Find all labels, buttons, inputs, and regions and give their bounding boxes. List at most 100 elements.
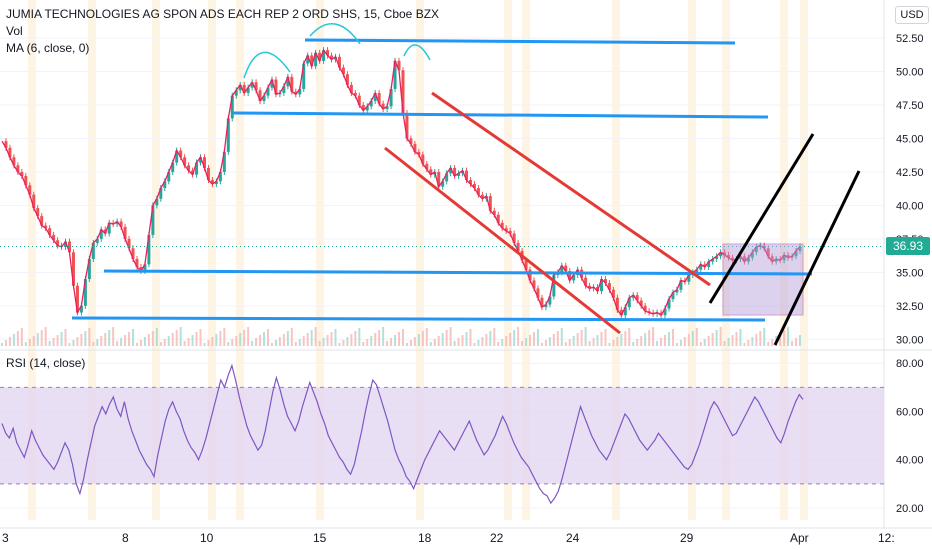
volume-bar-36	[143, 337, 146, 346]
volume-bar-52	[207, 340, 210, 346]
volume-bar-118	[469, 329, 472, 346]
rsi-tick-label-0: 20.00	[896, 503, 924, 515]
volume-bar-51	[203, 343, 206, 346]
volume-bar-80	[318, 341, 321, 346]
candle-body-148	[588, 285, 592, 289]
volume-bar-71	[282, 334, 285, 346]
candle-body-152	[603, 279, 607, 284]
candle-body-87	[345, 74, 349, 85]
volume-bar-95	[378, 330, 381, 346]
volume-bar-56	[223, 328, 226, 346]
volume-bar-34	[135, 343, 138, 346]
volume-bar-57	[227, 342, 230, 346]
currency-badge[interactable]: USD	[895, 6, 929, 24]
price-tick-label-8: 50.00	[896, 67, 924, 79]
candle-body-98	[389, 88, 393, 107]
volume-bar-153	[608, 343, 611, 346]
candle-body-92	[365, 106, 369, 111]
candle-body-153	[607, 283, 611, 290]
candle-body-45	[179, 150, 183, 158]
candle-body-12	[48, 228, 52, 235]
candle-body-22	[87, 258, 91, 280]
price-tick-label-6: 45.00	[896, 133, 924, 145]
volume-bar-47	[187, 338, 190, 346]
volume-bar-48	[191, 335, 194, 346]
volume-bar-159	[632, 342, 635, 346]
volume-bar-70	[278, 337, 281, 346]
volume-bar-137	[544, 340, 547, 346]
candle-body-173	[687, 275, 691, 282]
volume-bar-127	[505, 336, 508, 346]
volume-bar-141	[560, 328, 563, 346]
candle-body-14	[56, 240, 60, 246]
volume-bar-166	[660, 338, 663, 346]
volume-bar-113	[449, 327, 452, 346]
candle-body-130	[516, 242, 520, 251]
volume-bar-60	[239, 333, 242, 346]
volume-bar-180	[715, 330, 718, 346]
price-tick-label-0: 30.00	[896, 334, 924, 346]
head-arc	[309, 23, 361, 45]
channel-lower-red	[384, 146, 621, 335]
volume-bar-28	[112, 327, 115, 346]
volume-bar-46	[183, 341, 186, 346]
candle-body-49	[195, 162, 199, 175]
volume-bar-58	[231, 339, 234, 346]
candle-body-71	[282, 86, 286, 93]
candle-body-168	[667, 299, 671, 309]
candle-body-73	[290, 76, 294, 92]
candle-body-134	[532, 280, 536, 289]
time-tick-label-4: 18	[418, 531, 432, 545]
volume-bar-198	[787, 327, 790, 346]
volume-bar-196	[779, 333, 782, 346]
volume-bar-161	[640, 336, 643, 346]
candle-body-91	[361, 105, 365, 111]
candle-body-26	[103, 229, 107, 234]
candle-body-5	[20, 171, 24, 176]
price-tick-label-1: 32.50	[896, 301, 924, 313]
volume-bar-114	[453, 341, 456, 346]
volume-bar-110	[437, 336, 440, 346]
candle-body-111	[441, 181, 445, 187]
candle-body-83	[330, 55, 334, 60]
candle-body-42	[167, 171, 171, 182]
volume-bar-135	[536, 329, 539, 346]
candle-body-129	[512, 233, 516, 243]
volume-bar-27	[108, 330, 111, 346]
candle-body-96	[381, 103, 385, 110]
volume-bar-38	[151, 331, 154, 346]
volume-bar-145	[576, 333, 579, 346]
candle-body-33	[131, 248, 135, 259]
session-shade-6	[416, 0, 424, 520]
candle-body-89	[353, 92, 357, 96]
candle-body-16	[64, 241, 68, 247]
candle-body-60	[238, 84, 242, 91]
volume-bar-88	[350, 334, 353, 346]
candle-body-176	[699, 264, 703, 270]
candle-body-85	[337, 56, 341, 68]
volume-bar-182	[723, 341, 726, 346]
candle-body-79	[314, 52, 318, 67]
volume-bar-184	[731, 335, 734, 346]
candle-body-8	[32, 194, 36, 209]
candle-body-118	[468, 179, 472, 185]
rsi-band	[0, 386, 884, 485]
candle-body-154	[611, 289, 615, 298]
volume-bar-96	[382, 327, 385, 346]
volume-bar-63	[251, 341, 254, 346]
support-line-low	[71, 316, 766, 322]
volume-bar-26	[104, 333, 107, 346]
rsi-band-fill	[0, 387, 884, 484]
volume-bar-25	[100, 336, 103, 346]
session-shade-0	[28, 0, 36, 520]
candle-body-103	[409, 138, 413, 144]
candle-body-120	[476, 188, 480, 195]
volume-bar-175	[695, 328, 698, 346]
volume-bar-200	[795, 338, 798, 346]
volume-bar-147	[584, 327, 587, 346]
volume-bar-69	[274, 340, 277, 346]
candle-body-78	[310, 55, 314, 67]
volume-bar-59	[235, 336, 238, 346]
candle-body-4	[16, 165, 20, 172]
